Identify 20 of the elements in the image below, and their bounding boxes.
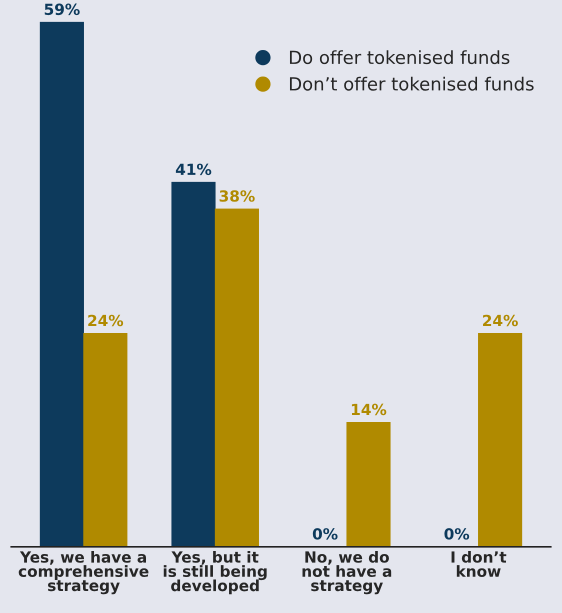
bar [40, 22, 84, 547]
data-label: 0% [312, 528, 338, 540]
x-tick-label: No, we do not have a strategy [302, 550, 392, 594]
x-tick-label: I don’t know [452, 550, 506, 577]
data-label: 38% [220, 190, 255, 202]
data-label: 0% [444, 528, 470, 540]
data-label: 59% [44, 4, 80, 16]
data-label: 24% [88, 314, 124, 326]
bar [83, 333, 128, 547]
x-tick-label: Yes, we have a comprehensive strategy [18, 550, 148, 594]
data-label: 24% [483, 314, 518, 326]
bar [478, 333, 522, 547]
data-label: 14% [352, 404, 386, 416]
bar [171, 182, 216, 547]
bar [346, 422, 391, 547]
legend-label: Do offer tokenised funds [290, 50, 510, 64]
bar [214, 208, 259, 547]
legend-label: Don’t offer tokenised funds [290, 76, 534, 91]
x-tick-label: Yes, but it is still being developed [164, 550, 267, 594]
data-label: 41% [176, 164, 212, 176]
